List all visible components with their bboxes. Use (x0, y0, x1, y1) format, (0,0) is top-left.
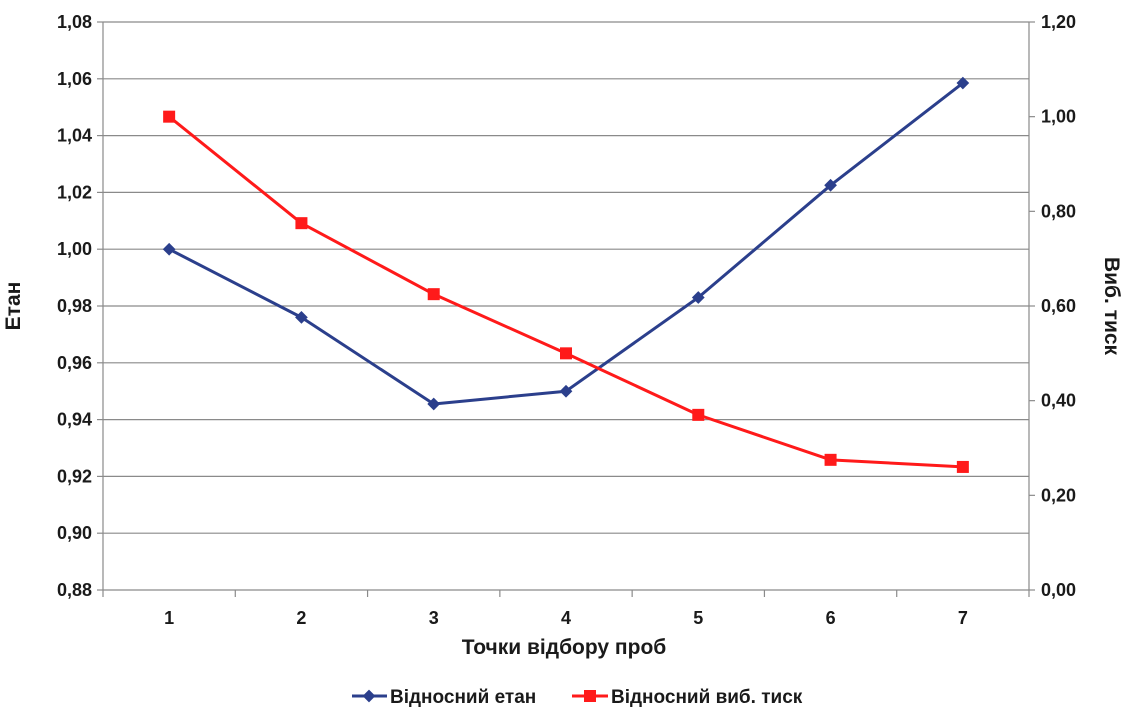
left-tick-label: 0,98 (57, 296, 92, 316)
legend-label-pressure: Відносний виб. тиск (611, 687, 803, 708)
right-tick-label: 1,00 (1041, 107, 1076, 127)
series-line-pressure (168, 115, 963, 469)
legend-label-ethane: Відносний етан (390, 687, 536, 708)
right-tick-label: 0,20 (1041, 485, 1076, 505)
right-tick-label: 0,60 (1041, 296, 1076, 316)
left-axis-ticks: 0,88 0,90 0,92 0,94 0,96 0,98 1,00 1,02 1,04 1,06… (57, 12, 103, 600)
left-tick-label: 1,04 (57, 126, 92, 146)
left-tick-label: 1,06 (57, 69, 92, 89)
x-tick-label: 6 (826, 608, 836, 628)
left-tick-label: 1,02 (57, 182, 92, 202)
left-tick-label: 1,00 (57, 239, 92, 259)
left-tick-label: 0,94 (57, 410, 92, 430)
series-layer (162, 76, 970, 473)
data-point-pressure (692, 408, 705, 421)
right-tick-label: 0,80 (1041, 201, 1076, 221)
legend-item-pressure: Відносний виб. тиск (572, 687, 803, 708)
data-point-ethane (162, 242, 176, 256)
right-tick-label: 1,20 (1041, 12, 1076, 32)
x-tick-label: 4 (561, 608, 571, 628)
data-point-ethane (295, 310, 308, 324)
data-point-pressure (824, 453, 837, 466)
data-point-pressure (163, 110, 176, 123)
left-tick-label: 0,92 (57, 466, 92, 486)
y-right-axis-title: Виб. тиск (1100, 257, 1123, 356)
x-tick-label: 1 (164, 608, 174, 628)
left-tick-label: 1,08 (57, 12, 92, 32)
right-tick-label: 0,00 (1041, 580, 1076, 600)
legend-swatch-ethane-marker (362, 689, 376, 703)
legend-swatch-pressure-marker (584, 690, 596, 702)
left-tick-label: 0,90 (57, 523, 92, 543)
left-tick-label: 0,88 (57, 580, 92, 600)
data-point-ethane (427, 397, 441, 411)
x-tick-label: 7 (958, 608, 968, 628)
data-point-pressure (560, 347, 572, 360)
legend-item-ethane: Відносний етан (352, 687, 536, 708)
x-tick-label: 2 (296, 608, 306, 628)
right-tick-label: 0,40 (1041, 391, 1076, 411)
x-axis-title: Точки відбору проб (462, 636, 667, 659)
data-point-pressure (427, 288, 440, 301)
y-left-axis-title: Етан (2, 282, 25, 331)
x-axis-ticks: 1 2 3 4 5 6 7 (102, 590, 1030, 628)
x-tick-label: 3 (429, 608, 439, 628)
data-point-pressure (295, 217, 308, 230)
x-tick-label: 5 (693, 608, 703, 628)
legend: Відносний етан Відносний виб. тиск (352, 687, 803, 708)
left-tick-label: 0,96 (57, 353, 92, 373)
gridlines (103, 21, 1029, 534)
right-axis-ticks: 0,00 0,20 0,40 0,60 0,80 1,00 1,20 (1029, 12, 1076, 600)
data-point-pressure (956, 460, 969, 473)
